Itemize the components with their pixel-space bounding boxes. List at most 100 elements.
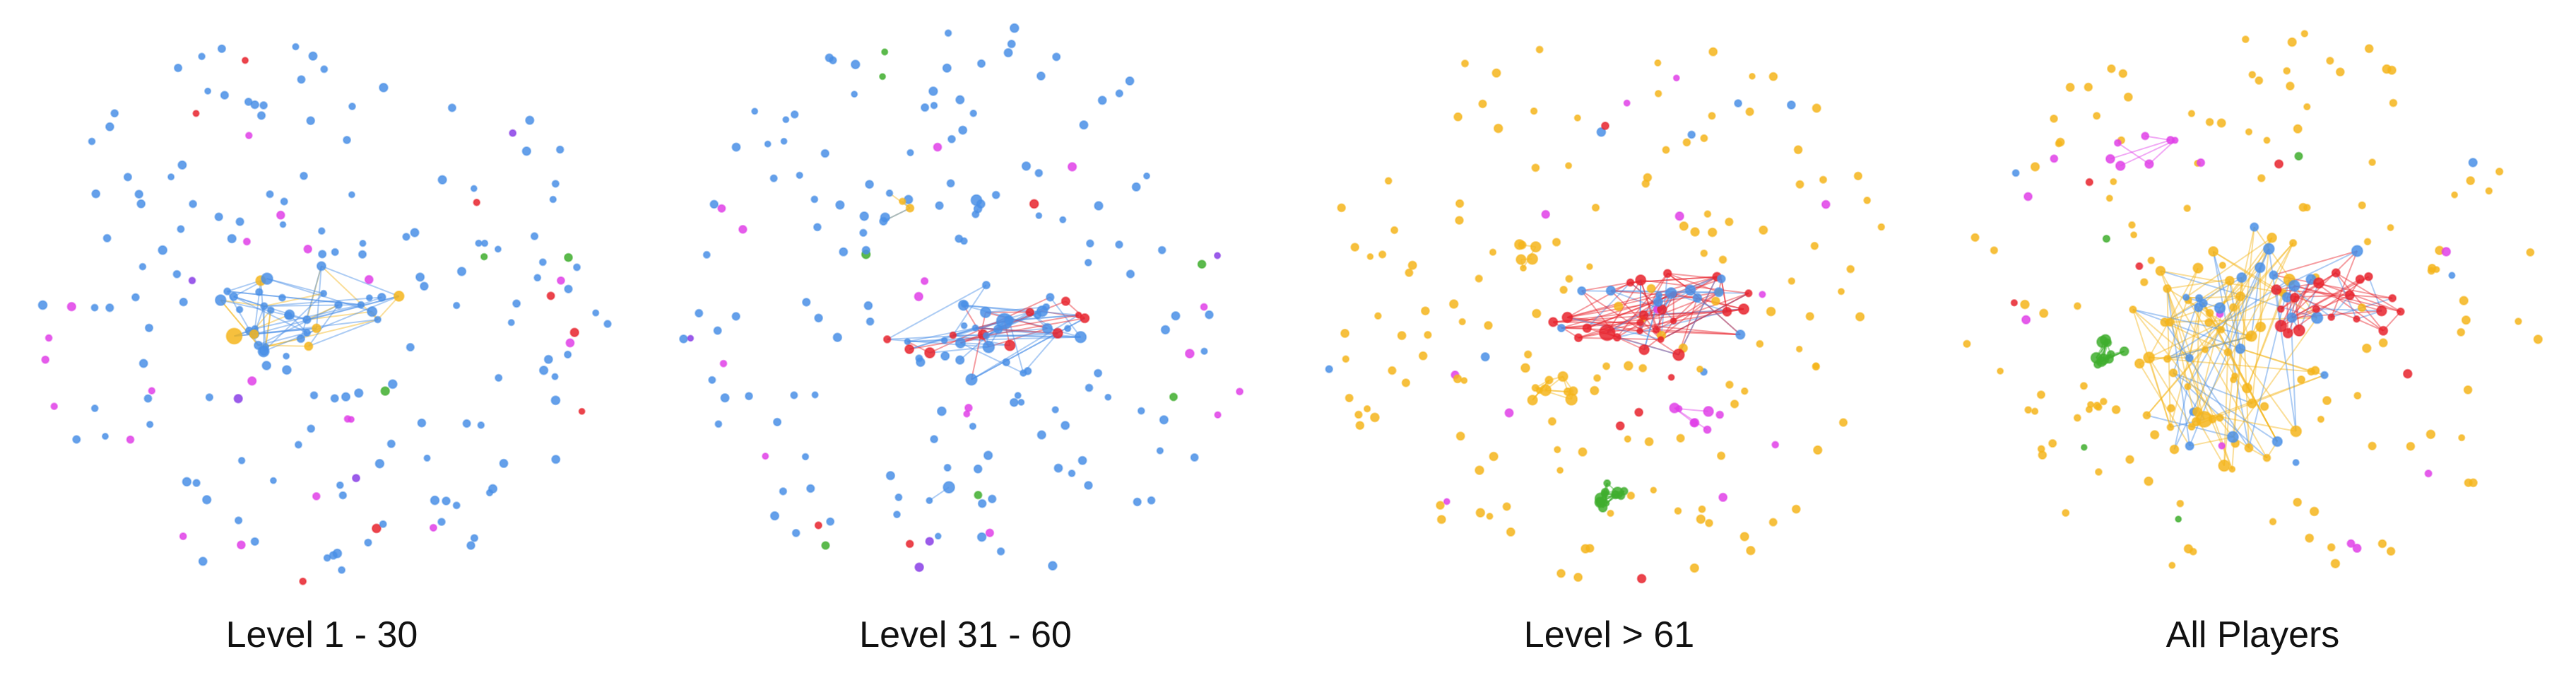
network-node (1355, 421, 1365, 431)
network-edge (2228, 280, 2241, 349)
network-node (309, 391, 319, 399)
network-node (2085, 177, 2094, 187)
network-node (192, 110, 200, 117)
network-edge (2170, 303, 2204, 428)
network-node (2062, 508, 2070, 518)
network-node (2322, 395, 2332, 406)
network-node (2166, 423, 2175, 431)
network-edge (300, 266, 322, 339)
network-node (1636, 318, 1644, 327)
network-node (2283, 66, 2291, 75)
network-edge (2250, 267, 2261, 337)
network-node (2201, 346, 2209, 354)
network-node (1556, 568, 1566, 578)
network-node (687, 334, 695, 342)
network-node (495, 373, 503, 383)
network-node (307, 424, 316, 433)
network-node (1455, 216, 1464, 226)
network-node (1838, 418, 1848, 427)
network-node (1559, 286, 1568, 294)
network-node (341, 392, 351, 402)
network-node (1821, 199, 1831, 209)
network-node (1708, 47, 1718, 57)
network-panel-1: Level 1 - 30 (0, 0, 644, 683)
network-edge (983, 334, 1081, 338)
network-node (713, 326, 722, 335)
network-node (861, 245, 871, 255)
network-edge (959, 342, 1024, 374)
network-node (2247, 398, 2257, 409)
network-graph-4 (1963, 30, 2543, 569)
network-node (1363, 404, 1371, 413)
network-edge (2160, 270, 2268, 459)
network-node (2235, 343, 2246, 354)
network-node (1676, 433, 1685, 443)
network-node (2038, 450, 2048, 460)
network-edge (306, 304, 339, 321)
network-node (173, 63, 183, 73)
network-node (859, 228, 868, 238)
network-node (1674, 507, 1682, 515)
network-node (2218, 442, 2226, 450)
network-node (1401, 378, 1411, 387)
network-node (1711, 296, 1720, 306)
network-node (2079, 382, 2088, 390)
network-node (1125, 76, 1135, 86)
network-node (72, 435, 81, 444)
network-node (1598, 324, 1616, 342)
network-edge (2148, 357, 2171, 428)
network-node (955, 355, 965, 366)
network-node (386, 439, 396, 448)
network-node (551, 373, 559, 380)
network-node (2208, 246, 2219, 257)
network-node (2073, 414, 2081, 422)
network-node (1713, 287, 1724, 298)
network-edge (264, 296, 382, 307)
network-node (241, 57, 249, 64)
network-edge (2253, 226, 2318, 318)
network-node (943, 463, 952, 472)
network-edge (2240, 348, 2312, 373)
network-node (2426, 429, 2436, 440)
network-node (2182, 293, 2190, 301)
network-node (2099, 397, 2108, 406)
network-node (320, 65, 329, 74)
network-node (371, 523, 382, 534)
network-node (865, 317, 875, 326)
network-node (266, 190, 274, 199)
network-node (1585, 263, 1593, 271)
network-node (2107, 64, 2116, 74)
network-node (1052, 52, 1061, 62)
network-edge (2231, 349, 2241, 469)
network-node (485, 489, 494, 497)
network-node (447, 103, 457, 112)
network-node (1460, 59, 1470, 68)
network-node (319, 289, 328, 298)
network-node (2205, 117, 2214, 127)
network-node (702, 250, 711, 259)
network-node (2130, 231, 2138, 239)
network-node (2317, 415, 2325, 424)
network-edge (264, 293, 324, 307)
network-edge (2310, 279, 2384, 332)
network-node (2129, 305, 2137, 314)
network-node (1670, 317, 1677, 325)
network-panel-3: Level > 61 (1287, 0, 1931, 683)
network-node (603, 320, 612, 328)
network-edge (266, 278, 324, 295)
network-node (1544, 375, 1554, 385)
network-node (261, 361, 272, 370)
network-node (2055, 139, 2063, 148)
network-node (348, 191, 355, 199)
network-edge (1671, 292, 1744, 310)
network-node (143, 394, 153, 403)
network-node (564, 252, 573, 262)
network-node (2218, 261, 2227, 269)
network-node (1053, 463, 1063, 473)
network-node (2263, 136, 2271, 144)
network-edge (307, 304, 339, 347)
network-node (1084, 481, 1093, 490)
network-node (1990, 246, 1999, 255)
network-node (442, 496, 451, 506)
network-node (380, 386, 391, 396)
